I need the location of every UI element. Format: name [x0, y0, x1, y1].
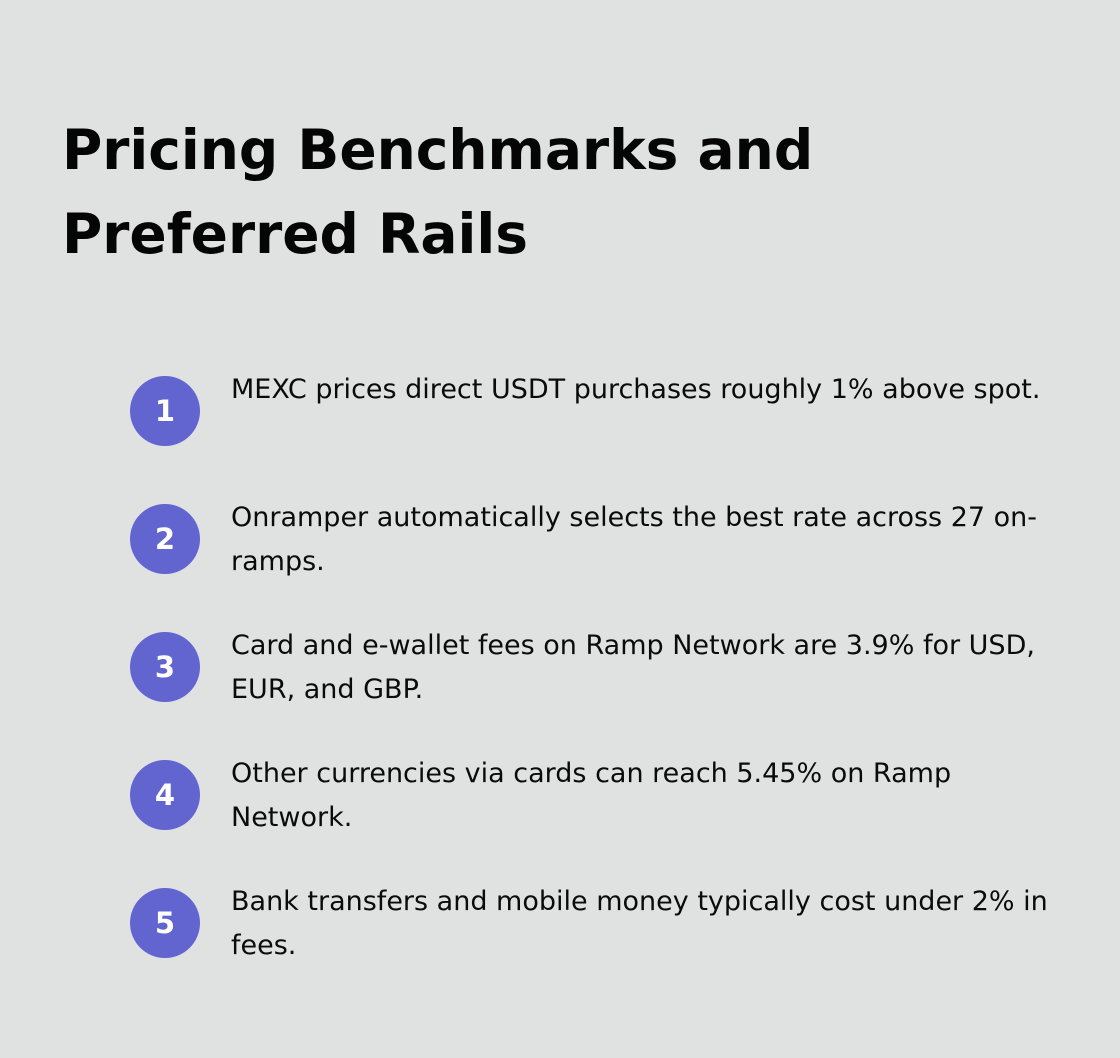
- step-number-badge: 2: [130, 504, 200, 574]
- item-text: Onramper automatically selects the best …: [231, 502, 1038, 577]
- step-number-badge: 3: [130, 632, 200, 702]
- item-text: Card and e-wallet fees on Ramp Network a…: [231, 630, 1035, 705]
- item-text: Other currencies via cards can reach 5.4…: [231, 758, 952, 833]
- item-text: Bank transfers and mobile money typicall…: [231, 886, 1048, 961]
- item-text: MEXC prices direct USDT purchases roughl…: [231, 374, 1041, 405]
- step-number-badge: 5: [130, 888, 200, 958]
- step-number-badge: 4: [130, 760, 200, 830]
- page-title: Pricing Benchmarks and Preferred Rails: [62, 118, 814, 266]
- step-number-badge: 1: [130, 376, 200, 446]
